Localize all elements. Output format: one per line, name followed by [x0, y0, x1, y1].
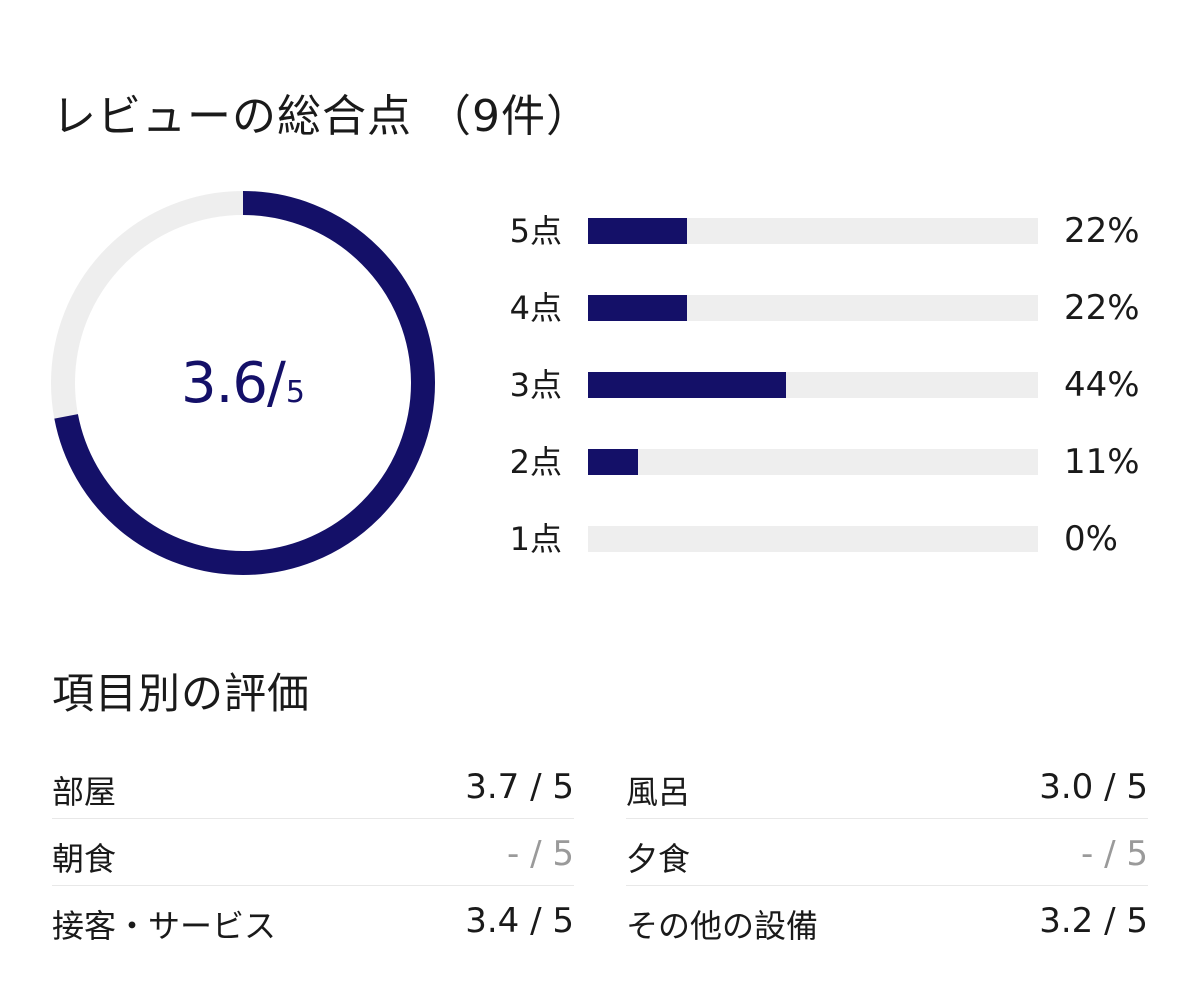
- distribution-bar-track: [588, 449, 1038, 475]
- category-value: 3.0 / 5: [1039, 767, 1148, 807]
- distribution-percent: 44%: [1064, 365, 1140, 405]
- category-name: 夕食: [626, 840, 691, 878]
- distribution-bar-fill: [588, 449, 638, 475]
- category-value: - / 5: [1081, 834, 1148, 874]
- distribution-percent: 22%: [1064, 211, 1140, 251]
- category-row: 部屋 3.7 / 5: [52, 757, 574, 819]
- distribution-bar-track: [588, 295, 1038, 321]
- category-name: 部屋: [52, 773, 117, 811]
- category-name: 朝食: [52, 840, 117, 878]
- rating-distribution: 5点 22% 4点 22% 3点 44% 2点 11% 1点 0%: [490, 205, 1170, 590]
- donut-progress: [51, 191, 435, 575]
- distribution-label: 3点: [509, 366, 562, 404]
- category-name: 接客・サービス: [52, 907, 277, 945]
- category-row: 風呂 3.0 / 5: [626, 757, 1148, 819]
- distribution-row: 5点 22%: [490, 205, 1170, 282]
- distribution-label: 2点: [509, 443, 562, 481]
- distribution-percent: 11%: [1064, 442, 1140, 482]
- category-value: 3.7 / 5: [465, 767, 574, 807]
- category-column-left: 部屋 3.7 / 5 朝食 - / 5 接客・サービス 3.4 / 5: [52, 757, 574, 953]
- category-ratings: 部屋 3.7 / 5 朝食 - / 5 接客・サービス 3.4 / 5 風呂 3…: [52, 757, 1148, 953]
- distribution-row: 3点 44%: [490, 359, 1170, 436]
- category-value: 3.4 / 5: [465, 901, 574, 941]
- distribution-percent: 22%: [1064, 288, 1140, 328]
- distribution-bar-track: [588, 218, 1038, 244]
- score-slash: /: [267, 350, 286, 416]
- category-ratings-title: 項目別の評価: [52, 669, 311, 718]
- category-row: 夕食 - / 5: [626, 824, 1148, 886]
- score-donut-chart: [51, 191, 435, 575]
- category-row: 接客・サービス 3.4 / 5: [52, 891, 574, 953]
- category-name: 風呂: [626, 773, 691, 811]
- distribution-bar-fill: [588, 218, 687, 244]
- review-summary-title: レビューの総合点 （9件）: [52, 91, 591, 142]
- category-row: 朝食 - / 5: [52, 824, 574, 886]
- overall-score: 3.6: [180, 350, 268, 416]
- category-column-right: 風呂 3.0 / 5 夕食 - / 5 その他の設備 3.2 / 5: [626, 757, 1148, 953]
- distribution-row: 4点 22%: [490, 282, 1170, 359]
- distribution-label: 5点: [509, 212, 562, 250]
- distribution-bar-track: [588, 372, 1038, 398]
- distribution-bar-fill: [588, 295, 687, 321]
- score-max: 5: [285, 374, 306, 410]
- distribution-row: 1点 0%: [490, 513, 1170, 590]
- distribution-percent: 0%: [1064, 519, 1118, 559]
- distribution-label: 4点: [509, 289, 562, 327]
- distribution-bar-track: [588, 526, 1038, 552]
- distribution-label: 1点: [509, 520, 562, 558]
- category-value: 3.2 / 5: [1039, 901, 1148, 941]
- category-value: - / 5: [507, 834, 574, 874]
- category-name: その他の設備: [626, 907, 819, 945]
- distribution-bar-fill: [588, 372, 786, 398]
- score-display: 3.6 / 5: [50, 190, 436, 576]
- score-donut: 3.6 / 5: [50, 190, 436, 576]
- distribution-row: 2点 11%: [490, 436, 1170, 513]
- category-row: その他の設備 3.2 / 5: [626, 891, 1148, 953]
